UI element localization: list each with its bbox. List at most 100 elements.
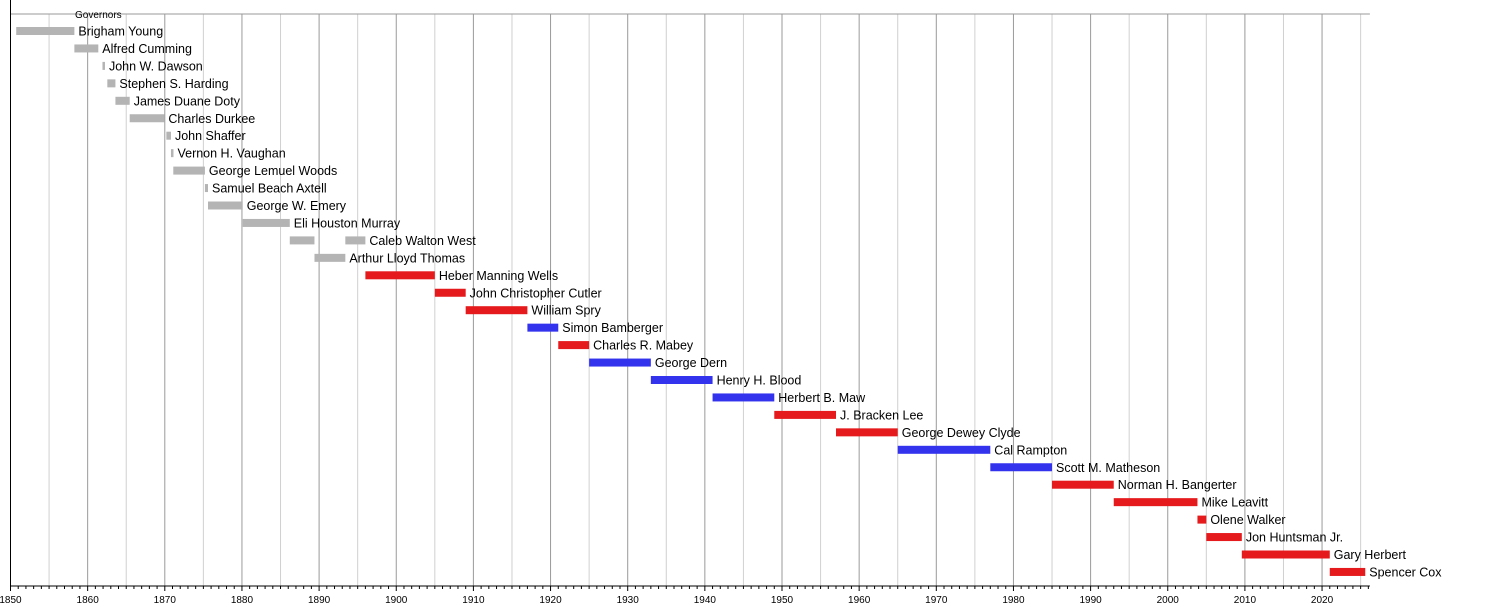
governor-label: John Christopher Cutler [470, 286, 602, 300]
governor-label: Caleb Walton West [369, 234, 476, 248]
term-bar [836, 428, 898, 437]
term-bar [558, 341, 590, 350]
governor-row: Eli Houston Murray [242, 216, 401, 230]
governor-label: Alfred Cumming [102, 42, 192, 56]
x-tick-label: 1870 [154, 595, 177, 606]
term-bar [129, 114, 165, 123]
x-axis: 1850 1860 1870 1880 1890 1900 1910 1920 1930 1940… [0, 0, 1370, 606]
governor-label: Jon Huntsman Jr. [1246, 531, 1343, 545]
x-tick-label: 1910 [462, 595, 485, 606]
governor-label: Mike Leavitt [1201, 496, 1268, 510]
x-tick-label: 1930 [617, 595, 640, 606]
governor-label: Scott M. Matheson [1056, 461, 1160, 475]
term-bar [314, 253, 346, 262]
governor-label: Cal Rampton [994, 443, 1067, 457]
governor-row: Samuel Beach Axtell [204, 182, 327, 196]
governor-label: George Dewey Clyde [902, 426, 1021, 440]
governor-label: Arthur Lloyd Thomas [349, 251, 465, 265]
governor-label: Brigham Young [78, 25, 163, 39]
governor-label: Gary Herbert [1334, 548, 1407, 562]
governor-row: Charles Durkee [129, 112, 255, 126]
term-bar [990, 463, 1053, 472]
x-tick-label: 1890 [308, 595, 331, 606]
governor-row: Brigham Young [16, 25, 163, 39]
term-bar [242, 218, 290, 227]
term-bar [1113, 498, 1198, 507]
governor-row: Herbert B. Maw [712, 391, 866, 405]
governor-row: Cal Rampton [897, 443, 1067, 457]
term-bar [1241, 550, 1330, 559]
governor-label: Stephen S. Harding [119, 77, 228, 91]
term-bar [16, 27, 75, 35]
governor-label: Charles R. Mabey [593, 339, 694, 353]
term-bar [1329, 567, 1366, 576]
governor-row: Jon Huntsman Jr. [1206, 531, 1343, 545]
gridlines [10, 13, 1370, 586]
term-bar [115, 96, 130, 105]
governor-label: George Dern [655, 356, 727, 370]
governor-label: Charles Durkee [168, 112, 255, 126]
governor-row: John W. Dawson [102, 59, 203, 73]
term-bar [712, 393, 775, 402]
x-tick-label: 1880 [231, 595, 254, 606]
x-tick-label: 1960 [848, 595, 871, 606]
term-bar [1206, 533, 1242, 542]
governor-row: Alfred Cumming [74, 42, 192, 56]
governor-label: Spencer Cox [1369, 565, 1442, 579]
term-bar [289, 236, 315, 245]
term-bar [173, 166, 205, 175]
governor-row: Stephen S. Harding [107, 77, 229, 91]
term-bar [204, 184, 209, 193]
governor-row: Heber Manning Wells [365, 269, 558, 283]
term-bar [897, 445, 991, 454]
x-tick-label: 1940 [694, 595, 717, 606]
x-tick-label: 1970 [925, 595, 948, 606]
governor-row: Olene Walker [1197, 513, 1286, 527]
governor-row: Simon Bamberger [527, 321, 663, 335]
term-bar [589, 358, 651, 367]
governor-label: Henry H. Blood [717, 374, 802, 388]
governor-row: J. Bracken Lee [774, 408, 923, 422]
governor-label: George W. Emery [247, 199, 347, 213]
governor-row: Charles R. Mabey [558, 339, 694, 353]
governor-row: Gary Herbert [1241, 548, 1407, 562]
governor-row: John Christopher Cutler [434, 286, 602, 300]
governor-label: Simon Bamberger [562, 321, 663, 335]
governor-label: William Spry [531, 304, 601, 318]
chart-title: Governors [75, 10, 122, 21]
governor-label: Heber Manning Wells [439, 269, 558, 283]
governor-row: George Dewey Clyde [836, 426, 1021, 440]
term-bars: Brigham Young Alfred Cumming John W. Dawso… [16, 25, 1442, 579]
x-tick-label: 1900 [385, 595, 408, 606]
term-bar [434, 288, 466, 297]
x-tick-label: 1850 [0, 595, 22, 606]
governor-row: James Duane Doty [115, 94, 241, 108]
governor-label: John W. Dawson [109, 59, 203, 73]
x-tick-label: 2010 [1234, 595, 1257, 606]
x-tick-label: 2020 [1311, 595, 1334, 606]
governor-row: William Spry [465, 304, 602, 318]
governor-row: Spencer Cox [1329, 565, 1442, 579]
governor-label: Eli Houston Murray [294, 216, 401, 230]
governor-label: Vernon H. Vaughan [177, 147, 285, 161]
governor-label: J. Bracken Lee [840, 408, 923, 422]
term-bar [208, 201, 243, 210]
governor-label: John Shaffer [175, 129, 246, 143]
term-bar [170, 149, 174, 158]
governor-label: Samuel Beach Axtell [212, 182, 327, 196]
governor-row: George W. Emery [208, 199, 347, 213]
term-bar [345, 236, 366, 245]
governor-row: Henry H. Blood [650, 374, 802, 388]
term-bar [1197, 515, 1207, 524]
term-bar [166, 131, 171, 140]
governor-label: Norman H. Bangerter [1118, 478, 1237, 492]
governor-label: Herbert B. Maw [778, 391, 866, 405]
term-bar [650, 376, 713, 384]
governor-row: Norman H. Bangerter [1052, 478, 1237, 492]
term-bar [527, 323, 559, 332]
governor-row: Mike Leavitt [1113, 496, 1269, 510]
term-bar [465, 306, 528, 315]
governor-row: John Shaffer [166, 129, 246, 143]
term-bar [74, 44, 99, 53]
